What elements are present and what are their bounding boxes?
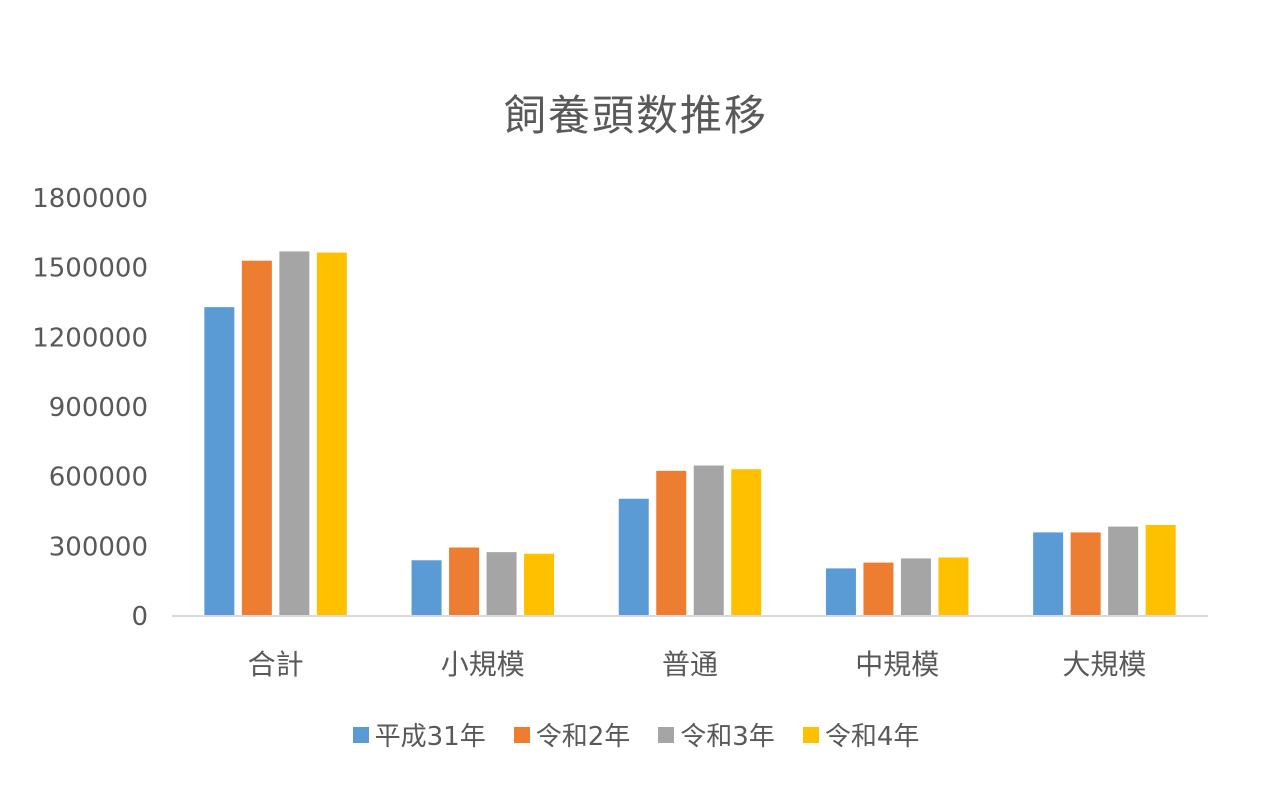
x-axis-ticks: 合計 小規模 普通 中規模 大規模 (248, 648, 1147, 681)
legend-swatch (352, 726, 369, 743)
legend-label: 令和2年 (535, 722, 631, 752)
legend-swatch (658, 726, 675, 743)
legend-item: 平成31年 (352, 716, 486, 753)
bar (1108, 526, 1139, 616)
bar (486, 552, 517, 616)
y-tick-label: 300000 (49, 532, 148, 562)
legend-label: 平成31年 (374, 722, 486, 752)
x-tick-label: 普通 (662, 648, 718, 681)
x-tick-label: 中規模 (855, 648, 939, 681)
bar (825, 568, 856, 616)
bar (1070, 532, 1101, 616)
legend-item: 令和2年 (513, 716, 631, 753)
x-tick-label: 小規模 (441, 648, 525, 681)
bar (279, 251, 310, 616)
bar (316, 252, 347, 617)
bar (863, 562, 894, 616)
y-tick-label: 0 (131, 602, 148, 632)
chart-title: 飼養頭数推移 (503, 91, 768, 140)
bar (241, 260, 272, 616)
y-tick-label: 1200000 (32, 323, 148, 353)
legend-swatch (513, 726, 530, 743)
bar (204, 307, 235, 616)
legend-swatch (802, 726, 819, 743)
y-axis-ticks: 0 300000 600000 900000 1200000 1500000 1800000 (32, 184, 148, 632)
legend-label: 令和3年 (680, 722, 775, 752)
bar (1145, 524, 1176, 616)
legend-item: 令和3年 (658, 716, 775, 753)
y-tick-label: 600000 (49, 463, 148, 493)
legend-label: 令和4年 (824, 722, 920, 752)
y-tick-label: 1500000 (32, 254, 148, 284)
bar (1033, 532, 1064, 616)
x-tick-label: 大規模 (1062, 648, 1146, 681)
bar (900, 558, 931, 616)
bar (938, 557, 969, 616)
bar (618, 498, 649, 616)
bar (731, 469, 762, 616)
bar (656, 470, 687, 616)
y-tick-label: 1800000 (32, 184, 148, 214)
legend-item: 令和4年 (802, 716, 920, 753)
bars (204, 251, 1176, 617)
bar (524, 553, 555, 616)
x-tick-label: 合計 (248, 648, 304, 681)
y-tick-label: 900000 (49, 393, 148, 423)
bar (411, 560, 442, 616)
bar (449, 547, 480, 616)
bar (693, 465, 724, 616)
legend: 平成31年 令和2年 令和3年 令和4年 (0, 716, 1272, 753)
